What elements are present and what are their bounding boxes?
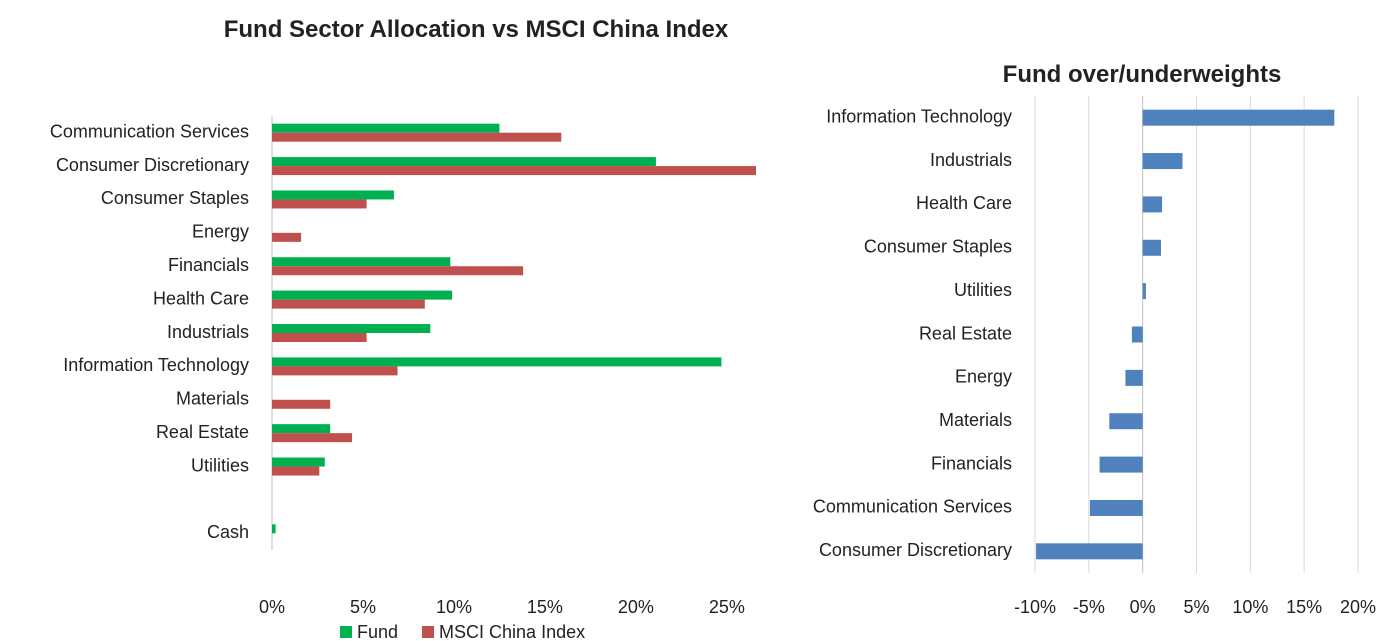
x-tick-label: 20% <box>618 597 654 617</box>
bar <box>1142 153 1183 170</box>
x-tick-label: 15% <box>527 597 563 617</box>
bar <box>1142 239 1161 256</box>
bar <box>272 123 500 133</box>
bar <box>1142 283 1146 300</box>
x-tick-label: -10% <box>1014 597 1056 617</box>
y-tick-label: Health Care <box>153 288 249 308</box>
bar <box>1142 109 1335 126</box>
y-tick-label: Health Care <box>916 193 1012 213</box>
bar <box>272 366 398 376</box>
x-tick-label: 5% <box>1183 597 1209 617</box>
legend-swatch <box>422 626 435 638</box>
y-tick-label: Materials <box>176 389 249 409</box>
y-tick-label: Consumer Staples <box>101 188 249 208</box>
y-tick-label: Consumer Discretionary <box>819 540 1012 560</box>
bar <box>272 333 367 342</box>
bar <box>272 166 756 176</box>
x-tick-label: 20% <box>1340 597 1376 617</box>
bar <box>272 157 656 167</box>
x-tick-label: 0% <box>1130 597 1156 617</box>
x-tick-label: 5% <box>350 597 376 617</box>
y-tick-label: Utilities <box>191 455 249 475</box>
x-tick-label: 15% <box>1286 597 1322 617</box>
y-tick-label: Information Technology <box>63 355 249 375</box>
chart-title: Fund over/underweights <box>1002 61 1282 88</box>
y-tick-label: Real Estate <box>919 323 1012 343</box>
legend-swatch <box>340 626 352 638</box>
y-tick-label: Consumer Discretionary <box>56 155 249 175</box>
x-tick-label: 10% <box>436 597 472 617</box>
bar <box>1109 413 1143 430</box>
bar <box>272 290 453 300</box>
chart-title: Fund Sector Allocation vs MSCI China Ind… <box>223 16 729 43</box>
y-tick-label: Financials <box>168 255 249 275</box>
bar <box>1142 196 1163 213</box>
bar <box>1036 543 1143 560</box>
bar <box>272 299 425 309</box>
bar <box>272 132 562 142</box>
bar <box>272 466 320 476</box>
bar <box>272 190 394 200</box>
legend-label: Fund <box>357 622 398 641</box>
bar <box>272 399 331 409</box>
y-tick-label: Industrials <box>930 150 1012 170</box>
y-tick-label: Communication Services <box>813 497 1012 517</box>
y-tick-label: Information Technology <box>826 106 1012 126</box>
y-tick-label: Utilities <box>954 280 1012 300</box>
bar <box>272 424 331 434</box>
y-tick-label: Consumer Staples <box>864 237 1012 257</box>
y-tick-label: Energy <box>955 367 1012 387</box>
bar <box>1089 499 1143 516</box>
bar <box>272 524 276 534</box>
bar <box>1125 369 1143 386</box>
bar <box>1099 456 1143 473</box>
y-tick-label: Cash <box>207 522 249 542</box>
bar <box>272 324 431 333</box>
x-tick-label: 0% <box>259 597 285 617</box>
x-tick-label: -5% <box>1073 597 1105 617</box>
bar <box>1131 326 1143 343</box>
bar <box>272 357 722 367</box>
x-tick-label: 10% <box>1232 597 1268 617</box>
y-tick-label: Financials <box>931 453 1012 473</box>
bar <box>272 266 524 276</box>
y-tick-label: Real Estate <box>156 422 249 442</box>
y-tick-label: Materials <box>939 410 1012 430</box>
y-tick-label: Energy <box>192 222 249 242</box>
bar <box>272 199 367 209</box>
y-tick-label: Industrials <box>167 322 249 342</box>
x-tick-label: 25% <box>709 597 745 617</box>
bar <box>272 232 302 242</box>
y-tick-label: Communication Services <box>50 121 249 141</box>
bar <box>272 257 451 267</box>
bar <box>272 433 353 443</box>
legend-label: MSCI China Index <box>439 622 585 641</box>
bar <box>272 457 325 467</box>
